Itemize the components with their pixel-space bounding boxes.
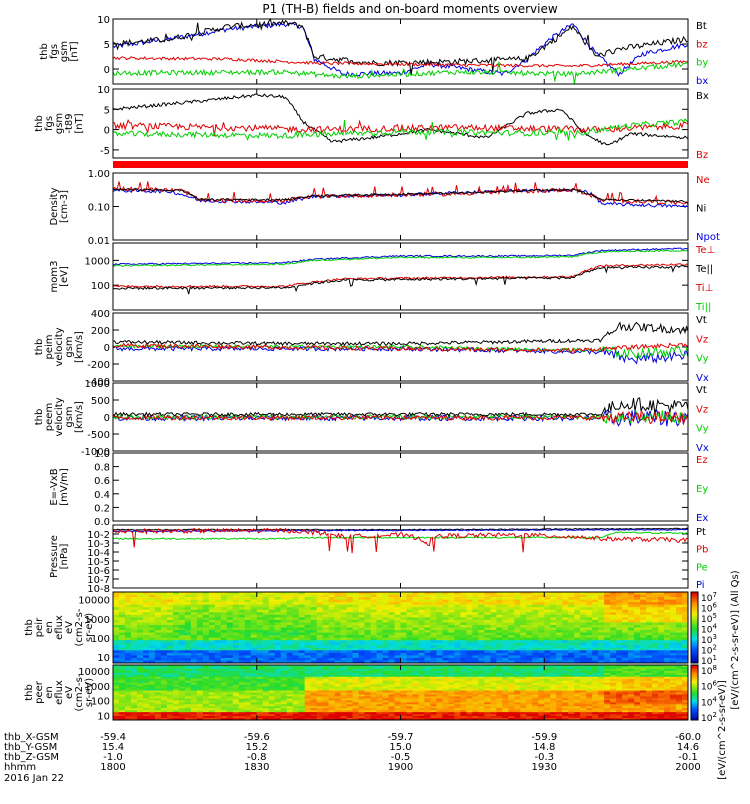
panel-8-ytick-label-3: 10 xyxy=(97,653,110,664)
panel-4-ylabel-4: [km/s] xyxy=(74,331,85,363)
series-Bx xyxy=(113,94,688,145)
series-Ne xyxy=(113,181,688,204)
panel-5-ytick-label-0: 1000 xyxy=(85,379,110,390)
panel-9-ytick-label-0: 10000 xyxy=(78,667,110,678)
panel-5-legend-3: Vx xyxy=(696,443,709,454)
panel-1-ytick-label-0: 10 xyxy=(97,85,110,96)
panel-0-legend-3: bx xyxy=(696,76,708,87)
panel-9-ytick-label-3: 10 xyxy=(97,712,110,723)
panel-4-legend-3: Vx xyxy=(696,373,709,384)
series-Ni xyxy=(113,188,688,202)
panel-3-ylabel-1: [eV] xyxy=(59,266,70,287)
panel-9-ytick-label-1: 1000 xyxy=(85,682,110,693)
panel-7-ylabel-1: [nPa] xyxy=(59,543,70,569)
panel-0-ytick-label-2: 0 xyxy=(104,65,110,76)
panel-7-legend-2: Pe xyxy=(696,562,708,573)
panel-2-legend-0: Ne xyxy=(696,175,710,186)
panel-7-legend-0: Pt xyxy=(696,527,706,538)
panel-2-legend-2: Npot xyxy=(696,232,720,243)
panel-4-legend-2: Vy xyxy=(696,354,709,365)
panel-3-legend-3: Ti|| xyxy=(695,302,711,313)
panel-0-ylabel-3: [nT] xyxy=(69,41,80,61)
panel-0-ytick-label-0: 10 xyxy=(97,15,110,26)
series-Te-perp xyxy=(113,264,688,288)
panel-2-legend-1: Ni xyxy=(696,204,706,215)
panel-1-ytick-label-3: -5 xyxy=(100,146,110,157)
panel-0-legend-0: Bt xyxy=(696,21,707,32)
panel-5-ytick-label-2: 0 xyxy=(104,413,110,424)
panel-6-legend-0: Ez xyxy=(696,455,708,466)
series-ion-Vx xyxy=(113,347,688,364)
panel-2-ytick-label-0: 1.00 xyxy=(88,169,110,180)
series-bx xyxy=(113,23,688,77)
panel-8-ytick-label-2: 100 xyxy=(91,634,110,645)
panel-4-legend-0: Vt xyxy=(696,315,707,326)
panel-5-ylabel-4: [km/s] xyxy=(74,401,85,433)
panel-4-ytick-label-0: 400 xyxy=(91,309,110,320)
panel-3-legend-2: Ti⊥ xyxy=(695,283,713,294)
panel-7-legend-3: Pi xyxy=(696,580,705,591)
panel-5-ytick-label-1: 500 xyxy=(91,396,110,407)
panel-2-ylabel-1: [cm-3] xyxy=(59,190,70,223)
panel-4-ytick-label-1: 200 xyxy=(91,326,110,337)
panel-0-legend-2: by xyxy=(696,58,708,69)
panel-3-legend-0: Te⊥ xyxy=(695,245,715,256)
panel-4-ytick-label-2: 0 xyxy=(104,343,110,354)
panel-3-legend-1: Te|| xyxy=(695,264,713,275)
panel-6-ytick-label-0: 1.0 xyxy=(94,449,110,460)
spectrogram-electron xyxy=(113,665,689,721)
panel-4-legend-1: Vz xyxy=(696,334,708,345)
panel-6-ytick-label-1: 0.8 xyxy=(94,463,110,474)
separator-bar xyxy=(113,161,688,168)
panel-5-legend-2: Vy xyxy=(696,424,709,435)
panel-8-ytick-label-1: 1000 xyxy=(85,615,110,626)
panel-2-ytick-label-1: 0.10 xyxy=(88,203,110,214)
panel-6-legend-2: Ex xyxy=(696,513,708,524)
panel-1-legend-0: Bx xyxy=(696,91,709,102)
panel-6-ytick-label-2: 0.6 xyxy=(94,476,110,487)
panel-6-legend-1: Ey xyxy=(696,484,708,495)
chart-title: P1 (TH-B) fields and on-board moments ov… xyxy=(262,2,558,16)
series-ele-Vx xyxy=(113,410,688,427)
panel-3-ytick-label-1: 100 xyxy=(91,281,110,292)
panel-6-ylabel-1: [mV/m] xyxy=(59,468,70,506)
panel-8-ytick-label-0: 10000 xyxy=(78,596,110,607)
panel-5-legend-1: Vz xyxy=(696,404,708,415)
series-Pb xyxy=(113,528,688,553)
panel-6-ytick-label-5: 0.0 xyxy=(94,517,110,528)
panel-5-legend-0: Vt xyxy=(696,385,707,396)
panel-3-ytick-label-0: 1000 xyxy=(85,256,110,267)
panel-2-ytick-label-2: 0.01 xyxy=(88,236,110,247)
panel-6-ytick-label-3: 0.4 xyxy=(94,490,110,501)
panel-7-ytick-label-6: 10-8 xyxy=(87,584,110,595)
series-Bt xyxy=(113,19,688,76)
panel-9-ytick-label-2: 100 xyxy=(91,697,110,708)
panel-1-ylabel-4: [nT] xyxy=(74,113,85,133)
panel-4-ytick-label-3: -200 xyxy=(87,360,110,371)
panel-0-legend-1: bz xyxy=(696,39,708,50)
panel-6-ytick-label-4: 0.2 xyxy=(94,503,110,514)
series-ele-Vt xyxy=(113,398,688,416)
panel-5-ytick-label-3: -500 xyxy=(87,430,110,441)
series-Te-par xyxy=(113,266,688,294)
series-ion-Vt xyxy=(113,323,688,346)
spectrogram-ion xyxy=(113,592,689,664)
panel-1-ytick-label-2: 0 xyxy=(104,126,110,137)
panel-1-legend-1: Bz xyxy=(696,150,708,161)
panel-1-ytick-label-1: 5 xyxy=(104,105,110,116)
panel-7-legend-1: Pb xyxy=(696,545,708,556)
panel-0-ytick-label-1: 5 xyxy=(104,40,110,51)
